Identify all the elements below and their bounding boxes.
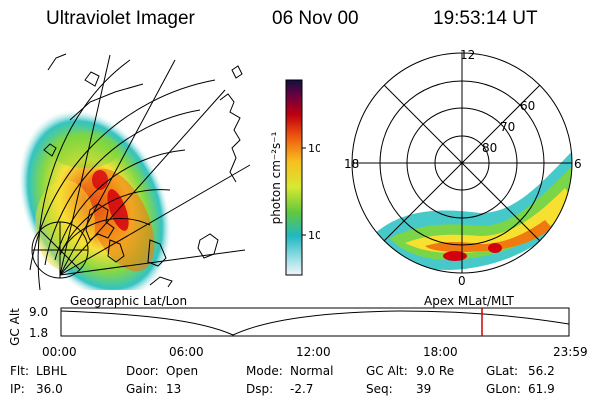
glat-value: 56.2 <box>528 364 555 378</box>
dsp-key: Dsp: <box>246 382 274 396</box>
ip-value: 36.0 <box>36 382 63 396</box>
ip-key: IP: <box>10 382 25 396</box>
timeline-ytick-1-8: 1.8 <box>29 326 48 340</box>
timeline-xtick-1: 06:00 <box>169 345 204 359</box>
mode-value: Normal <box>290 364 334 378</box>
lat-label-70: 70 <box>500 120 515 134</box>
coastlines <box>43 53 243 288</box>
lat-label-80: 80 <box>482 141 497 155</box>
image-date: 06 Nov 00 <box>272 8 359 29</box>
flt-value: LBHL <box>36 364 67 378</box>
seq-value: 39 <box>416 382 432 396</box>
colorbar-tick-100: 100 <box>308 142 320 155</box>
polar-grid <box>351 52 573 274</box>
timeline-ytick-9: 9.0 <box>29 305 48 319</box>
timeline-frame <box>60 307 570 337</box>
glat-key: GLat: <box>486 364 519 378</box>
altitude-curve <box>60 310 570 336</box>
image-time: 19:53:14 UT <box>433 8 538 29</box>
gcalt-key: GC Alt: <box>366 364 408 378</box>
glon-value: 61.9 <box>528 382 555 396</box>
timeline-xtick-2: 12:00 <box>296 345 331 359</box>
gcalt-value: 9.0 Re <box>416 364 455 378</box>
auroral-oval-polar <box>370 133 572 270</box>
timeline-left-label: Geographic Lat/Lon <box>70 296 187 308</box>
geographic-projection <box>18 53 251 290</box>
door-value: Open <box>166 364 199 378</box>
timeline-xtick-0: 00:00 <box>42 345 77 359</box>
timeline-xtick-4: 23:59 <box>553 345 588 359</box>
gain-key: Gain: <box>126 382 158 396</box>
instrument-title: Ultraviolet Imager <box>46 8 195 29</box>
mlt-label-12: 12 <box>460 48 475 62</box>
gain-value: 13 <box>166 382 182 396</box>
magnetic-polar-plot: 12 18 6 0 60 70 80 <box>344 48 582 288</box>
door-key: Door: <box>126 364 159 378</box>
mode-key: Mode: <box>246 364 283 378</box>
mlt-label-6: 6 <box>574 157 582 171</box>
dsp-value: -2.7 <box>290 382 314 396</box>
lat-label-60: 60 <box>520 99 535 113</box>
glon-key: GLon: <box>486 382 521 396</box>
colorbar-label: photon cm⁻²s⁻¹ <box>269 131 283 224</box>
flt-key: Flt: <box>10 364 29 378</box>
intensity-colorbar: photon cm⁻²s⁻¹ 100 10 <box>269 79 320 276</box>
mlt-label-18: 18 <box>344 157 359 171</box>
orbit-timeline: Geographic Lat/Lon Apex MLat/MLT GC Alt … <box>8 296 588 359</box>
timeline-right-label: Apex MLat/MLT <box>424 296 514 308</box>
lat-lon-grid <box>29 54 251 279</box>
colorbar-gradient <box>285 79 303 276</box>
mlt-label-0: 0 <box>458 274 466 288</box>
timeline-xtick-3: 18:00 <box>423 345 458 359</box>
timeline-axis-title: GC Alt <box>8 308 22 346</box>
colorbar-tick-10: 10 <box>308 229 320 242</box>
seq-key: Seq: <box>366 382 393 396</box>
earth-limb <box>37 59 131 290</box>
